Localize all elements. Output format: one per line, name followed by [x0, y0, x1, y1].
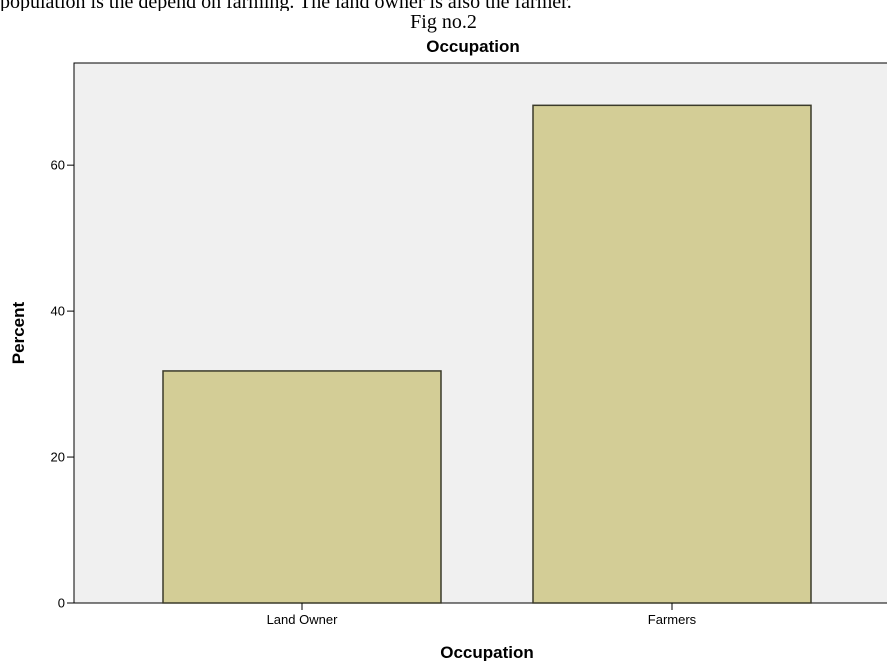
bars-group [162, 104, 812, 604]
y-axis-ticks: 0 20 40 60 [51, 158, 74, 611]
chart-title: Occupation [426, 37, 520, 56]
y-axis-label: Percent [9, 301, 28, 364]
figure-caption: Fig no.2 [410, 11, 477, 33]
y-tick-label: 60 [51, 158, 65, 173]
bar-land-owner [162, 370, 442, 604]
x-axis-ticks: Land Owner Farmers [267, 603, 697, 627]
bar-farmers [532, 104, 812, 604]
x-tick-label: Land Owner [267, 612, 338, 627]
y-tick-label: 0 [58, 596, 65, 611]
x-axis-label: Occupation [440, 643, 534, 661]
y-tick-label: 20 [51, 450, 65, 465]
top-text-fragment: population is the depend on farming. The… [0, 0, 572, 11]
x-tick-label: Farmers [648, 612, 697, 627]
y-tick-label: 40 [51, 304, 65, 319]
